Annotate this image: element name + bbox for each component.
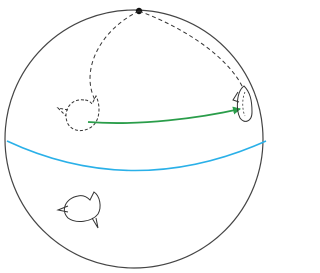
shape-end [233,86,252,121]
shape-start [58,96,99,131]
transport-arrow [88,109,240,123]
sphere-diagram [0,0,268,273]
shape-bottom [58,192,100,228]
shape-end-inner [243,92,245,116]
sphere [5,10,263,268]
path-left [90,11,139,100]
equator [7,141,266,171]
